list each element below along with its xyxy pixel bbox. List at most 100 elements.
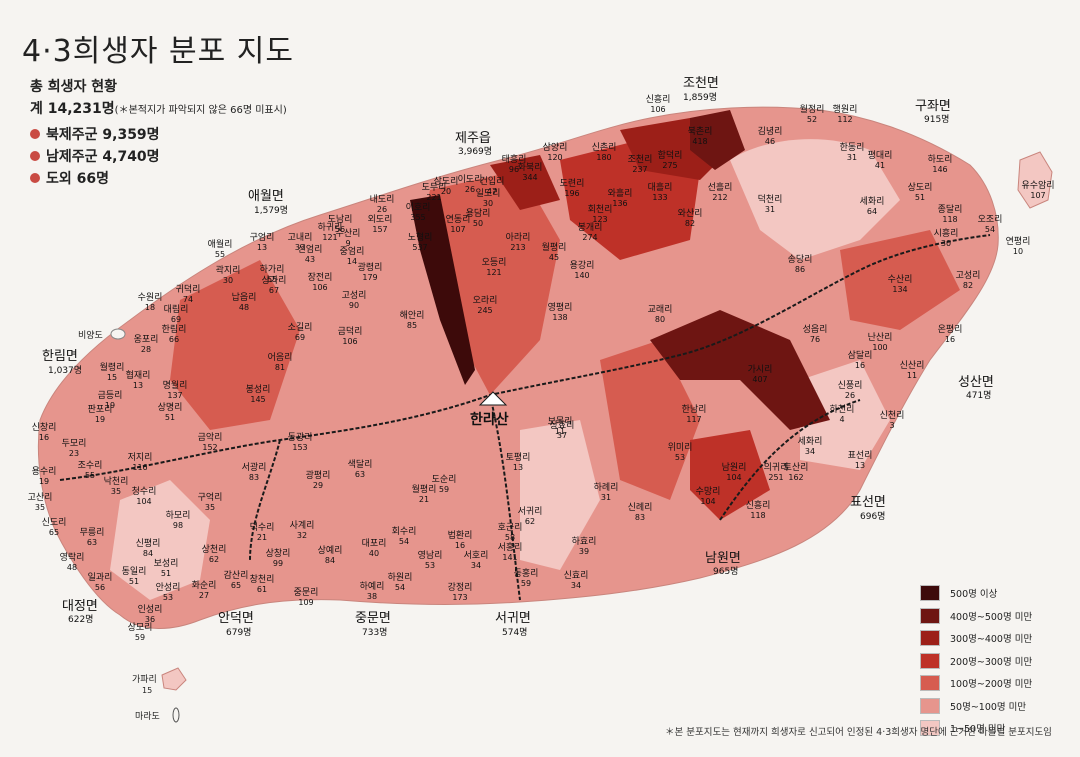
village-name: 도남리 bbox=[328, 214, 353, 225]
village-name: 하례리 bbox=[594, 482, 619, 493]
village-name: 저지리 bbox=[128, 452, 153, 463]
village-name: 하가리 bbox=[260, 264, 285, 275]
map-title: 4·3희생자 분포 지도 bbox=[22, 34, 294, 69]
island-udo bbox=[1017, 151, 1053, 209]
village-count: 13 bbox=[513, 463, 523, 472]
village-count: 116 bbox=[132, 463, 147, 472]
zone-c3-west bbox=[170, 260, 300, 430]
legend-swatch bbox=[920, 675, 940, 692]
village-name: 토평리 bbox=[506, 452, 531, 463]
summary-total-label: 계 14,231명 bbox=[30, 101, 115, 117]
village-count: 51 bbox=[165, 413, 175, 422]
village-count: 179 bbox=[362, 273, 377, 282]
village-count: 56 bbox=[335, 225, 345, 234]
village-count: 212 bbox=[712, 193, 727, 202]
legend-swatch bbox=[920, 585, 940, 602]
village-name: 고내리 bbox=[288, 232, 313, 243]
village-name: 구억리 bbox=[198, 491, 223, 503]
village-count: 90 bbox=[349, 301, 359, 310]
village-name: 고성리 bbox=[342, 290, 367, 301]
village-name: 동홍리 bbox=[514, 567, 539, 579]
village-name: 상가리 bbox=[262, 275, 287, 286]
district-gujwa: 구좌면 bbox=[915, 99, 951, 114]
village-count: 46 bbox=[765, 137, 775, 146]
village-count: 16 bbox=[945, 335, 955, 344]
district-gujwa-count: 915명 bbox=[924, 114, 949, 125]
village-count: 35 bbox=[35, 503, 45, 512]
village-count: 26 bbox=[845, 391, 855, 400]
village-name: 세화리 bbox=[798, 436, 823, 447]
village-name: 회수리 bbox=[392, 526, 417, 537]
village-name: 창천리 bbox=[250, 574, 275, 585]
village-count: 112 bbox=[837, 115, 852, 124]
village-name: 두모리 bbox=[62, 438, 87, 449]
village-name: 신엄리 bbox=[298, 243, 323, 255]
district-pyoseon: 표선면 bbox=[850, 495, 886, 510]
village-count: 43 bbox=[305, 255, 315, 264]
village-name: 연동리 bbox=[446, 214, 471, 225]
island-marado bbox=[172, 707, 180, 723]
village-count: 133 bbox=[652, 193, 667, 202]
village-name: 하원리 bbox=[388, 572, 413, 583]
district-boundaries bbox=[59, 234, 991, 601]
bullet-icon bbox=[30, 129, 40, 139]
village-name: 납읍리 bbox=[232, 292, 257, 303]
village-name: 신흥리 bbox=[746, 499, 771, 511]
summary-panel: 총 희생자 현황 계 14,231명(＊본적지가 파악되지 않은 66명 미표시… bbox=[30, 76, 287, 190]
village-count: 118 bbox=[942, 215, 957, 224]
village-count: 54 bbox=[399, 537, 409, 546]
village-count: 63 bbox=[87, 538, 97, 547]
mountain-icon bbox=[478, 391, 508, 406]
village-name: 노형리 bbox=[408, 232, 433, 243]
village-name: 동광리 bbox=[288, 431, 313, 443]
village-name: 도순리 bbox=[432, 474, 457, 485]
zone-c5-north bbox=[490, 155, 560, 210]
village-count: 85 bbox=[407, 321, 417, 330]
village-count: 34 bbox=[471, 561, 481, 570]
village-count: 76 bbox=[810, 335, 820, 344]
village-count: 251 bbox=[768, 473, 783, 482]
village-name: 서홍리 bbox=[498, 541, 523, 553]
village-name: 호근리 bbox=[498, 522, 523, 533]
village-count: 245 bbox=[477, 306, 492, 315]
village-name: 무릉리 bbox=[80, 527, 105, 538]
village-count: 62 bbox=[209, 555, 219, 564]
village-name: 신천리 bbox=[880, 410, 905, 421]
zone-c6-bukchon bbox=[690, 110, 745, 170]
village-count: 140 bbox=[574, 271, 589, 280]
village-name: 어음리 bbox=[268, 352, 293, 363]
village-name: 가시리 bbox=[748, 364, 773, 375]
village-name: 하예리 bbox=[360, 581, 385, 592]
district-pyoseon-count: 696명 bbox=[860, 511, 885, 522]
village-name: 삼양리 bbox=[543, 142, 568, 153]
legend-swatch bbox=[920, 630, 940, 647]
legend-row: 200명~300명 미만 bbox=[920, 650, 1032, 673]
village-name: 고성리 bbox=[956, 270, 981, 281]
village-count: 117 bbox=[686, 415, 701, 424]
village-count: 61 bbox=[257, 585, 267, 594]
